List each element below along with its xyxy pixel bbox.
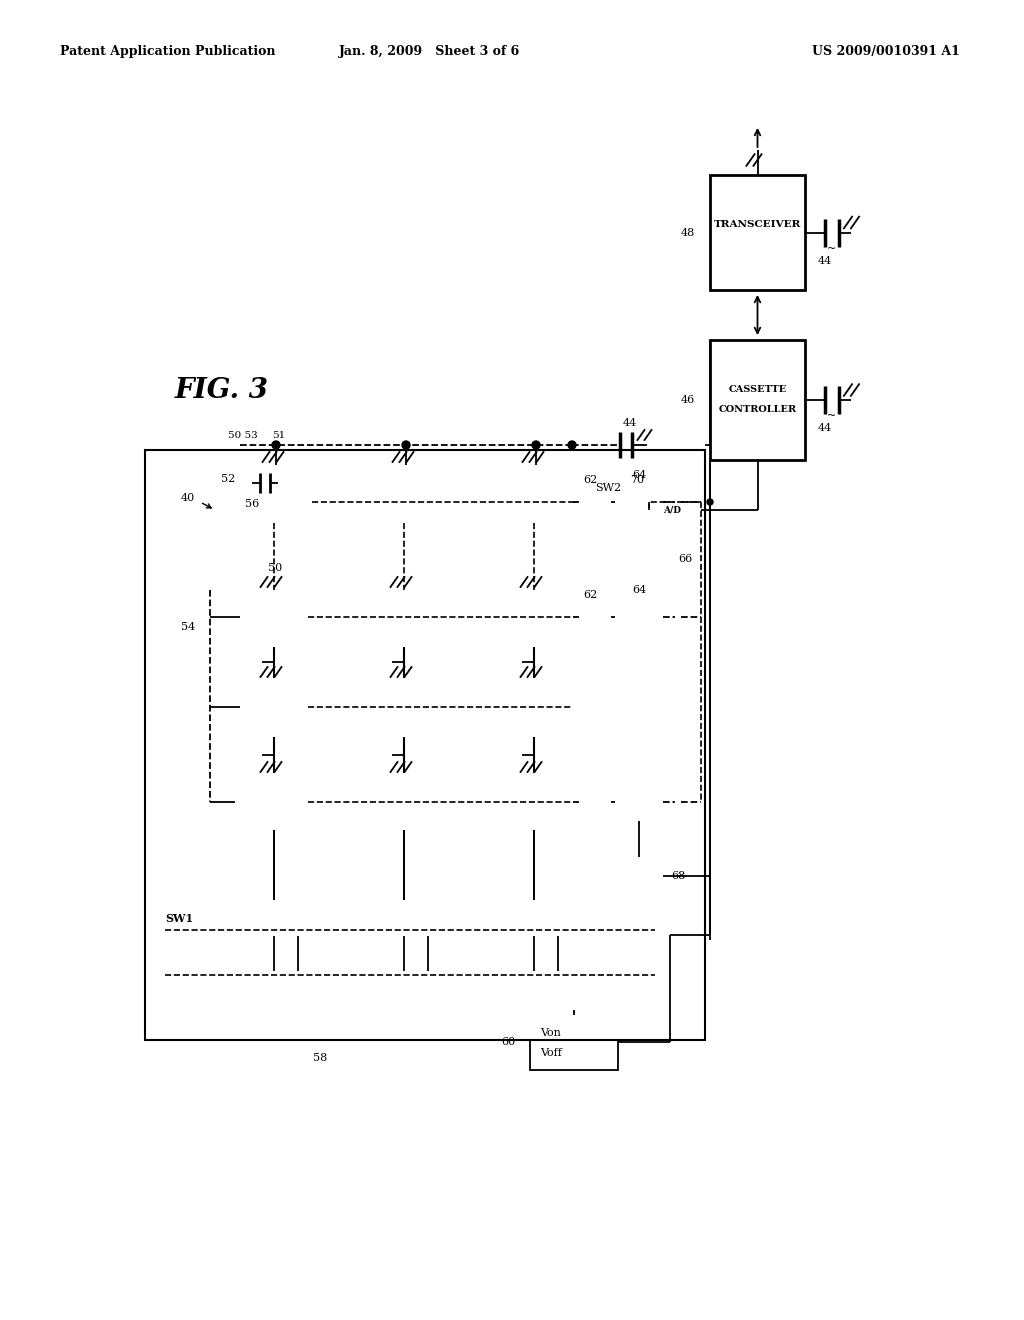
Circle shape [707,499,713,506]
Circle shape [434,612,442,620]
Circle shape [236,612,244,620]
Circle shape [424,972,432,979]
Circle shape [236,704,244,711]
Bar [240,465,312,523]
Circle shape [698,499,705,506]
Circle shape [402,441,410,449]
Circle shape [270,972,278,979]
Text: 64: 64 [632,585,646,595]
Circle shape [530,972,538,979]
Text: 52: 52 [221,474,234,484]
Circle shape [434,799,442,807]
Circle shape [270,770,278,777]
Bar [500,465,572,523]
Bar [240,775,308,830]
Text: 56: 56 [245,499,259,510]
Text: 50 53: 50 53 [228,430,258,440]
Text: 62: 62 [583,475,597,484]
Bar [615,483,663,521]
Circle shape [438,498,446,506]
Circle shape [294,972,302,979]
Text: Jan. 8, 2009   Sheet 3 of 6: Jan. 8, 2009 Sheet 3 of 6 [339,45,520,58]
Text: ~: ~ [827,243,837,253]
Text: 44: 44 [623,418,637,428]
Circle shape [568,441,575,449]
Circle shape [304,612,312,620]
Circle shape [530,675,538,682]
Text: US 2009/0010391 A1: US 2009/0010391 A1 [812,45,961,58]
Circle shape [304,704,312,711]
Circle shape [564,704,572,711]
Bar [240,680,308,735]
Circle shape [554,972,562,979]
Circle shape [530,733,538,741]
Bar [710,176,805,290]
Text: 60: 60 [501,1038,515,1047]
Text: CASSETTE: CASSETTE [728,385,786,395]
Text: ~: ~ [827,411,837,421]
Text: 68: 68 [671,871,685,880]
Circle shape [400,770,408,777]
Text: 46: 46 [681,395,695,405]
Bar [155,900,665,1010]
Text: 44: 44 [818,256,833,265]
Circle shape [564,612,572,620]
Text: SW1: SW1 [165,912,194,924]
Bar [240,590,308,645]
Circle shape [400,733,408,741]
Circle shape [698,499,705,506]
Circle shape [434,704,442,711]
Text: 40: 40 [181,492,195,503]
Text: 64: 64 [632,470,646,480]
Circle shape [272,441,280,449]
Text: 44: 44 [818,422,833,433]
Bar [615,857,663,895]
Bar [615,783,663,821]
Bar [500,590,568,645]
Bar [370,775,438,830]
Circle shape [304,799,312,807]
Text: 70: 70 [630,475,644,484]
Text: 62: 62 [583,590,597,601]
Circle shape [400,643,408,651]
Circle shape [270,643,278,651]
Text: Voff: Voff [540,1048,562,1059]
Bar [370,465,442,523]
Text: A/D: A/D [663,506,681,515]
Circle shape [270,733,278,741]
Text: 58: 58 [313,1053,327,1063]
Circle shape [308,498,316,506]
Circle shape [530,770,538,777]
Bar [500,775,568,830]
Text: 48: 48 [681,227,695,238]
Text: 66: 66 [678,554,692,564]
Bar [500,680,568,735]
Text: Patent Application Publication: Patent Application Publication [60,45,275,58]
Text: FIG. 3: FIG. 3 [175,376,269,404]
Circle shape [400,675,408,682]
Bar [530,1015,618,1071]
Text: 54: 54 [181,622,195,632]
Text: Von: Von [540,1028,561,1038]
Circle shape [270,675,278,682]
Circle shape [568,498,575,506]
Circle shape [698,614,705,620]
Bar [710,341,805,459]
Circle shape [400,972,408,979]
Circle shape [532,441,540,449]
Text: SW2: SW2 [595,483,621,492]
Bar [615,598,663,636]
Text: CONTROLLER: CONTROLLER [719,405,797,414]
Circle shape [698,799,705,805]
Text: 50: 50 [268,564,283,573]
Circle shape [564,799,572,807]
Bar [145,450,705,1040]
Bar [370,590,438,645]
Bar [370,680,438,735]
Circle shape [530,643,538,651]
Text: 51: 51 [272,430,286,440]
Text: TRANSCEIVER: TRANSCEIVER [714,220,801,228]
